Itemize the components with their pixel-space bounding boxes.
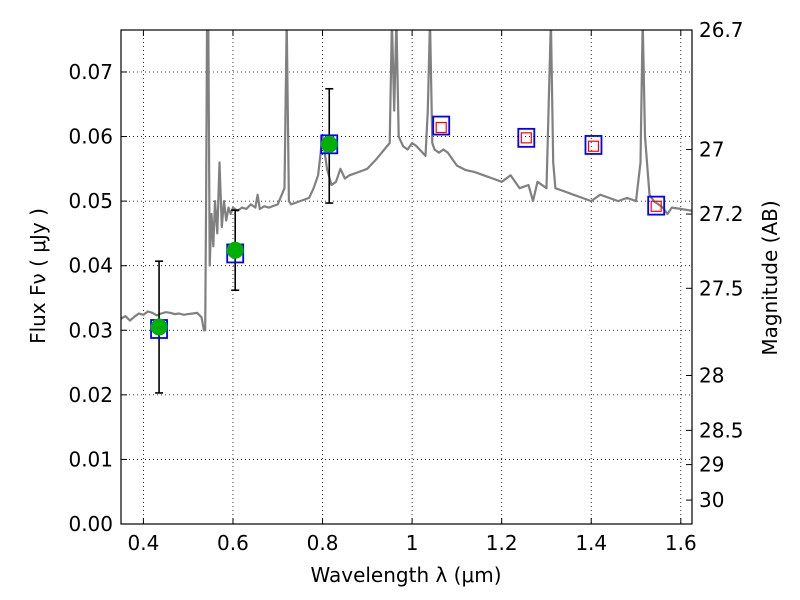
x-tick-label: 0.4 xyxy=(127,531,159,555)
y2-tick-label: 28.5 xyxy=(699,418,744,442)
y2-axis-title: Magnitude (AB) xyxy=(758,200,782,355)
red-square-marker xyxy=(520,132,532,144)
x-axis-title: Wavelength λ (μm) xyxy=(310,563,501,587)
x-axis: 0.4 0.6 0.8 1 1.2 1.4 1.6 xyxy=(127,30,697,555)
x-tick-label: 1.2 xyxy=(486,531,518,555)
y-tick-label: 0.04 xyxy=(68,254,113,278)
y-tick-label: 0.03 xyxy=(68,318,113,342)
y-tick-label: 0.06 xyxy=(68,125,113,149)
red-square-marker xyxy=(435,121,447,134)
x-tick-label: 1.6 xyxy=(665,531,697,555)
x-tick-label: 0.8 xyxy=(307,531,339,555)
x-tick-label: 0.6 xyxy=(217,531,249,555)
blue-square-marker xyxy=(647,195,666,216)
plot-frame xyxy=(120,29,693,525)
plot-area xyxy=(121,30,692,394)
x-tick-label: 1.4 xyxy=(575,531,607,555)
red-square-marker xyxy=(587,140,600,152)
y-tick-label: 0.02 xyxy=(68,383,113,407)
y-tick-label: 0.00 xyxy=(68,512,113,536)
y2-tick-label: 29 xyxy=(699,453,724,477)
red-square-marker xyxy=(650,200,662,212)
x-tick-label: 1 xyxy=(406,531,419,555)
y-tick-label: 0.01 xyxy=(68,447,113,471)
green-data-point xyxy=(226,241,244,259)
y2-tick-label: 28 xyxy=(699,363,724,387)
y-tick-label: 0.05 xyxy=(68,189,113,213)
y-tick-label: 0.07 xyxy=(68,60,113,84)
blue-square-marker xyxy=(517,127,536,148)
y2-tick-label: 30 xyxy=(699,488,724,512)
blue-square-marker xyxy=(432,115,451,136)
y2-tick-label: 27 xyxy=(699,137,724,161)
y2-tick-label: 26.7 xyxy=(699,18,744,42)
y2-axis: 26.7 27 27.2 27.5 28 28.5 29 30 xyxy=(686,18,744,512)
y-axis: 0.00 0.01 0.02 0.03 0.04 0.05 0.06 0.07 xyxy=(68,60,127,536)
green-data-point xyxy=(320,135,338,153)
y2-tick-label: 27.2 xyxy=(699,202,744,226)
y-axis-title: Flux Fν ( μJy ) xyxy=(26,208,50,344)
y2-tick-label: 27.5 xyxy=(699,276,744,300)
model-spectrum-line xyxy=(121,30,692,332)
blue-square-marker xyxy=(584,135,603,155)
plot-clip-group xyxy=(121,30,692,394)
green-data-point xyxy=(150,318,168,336)
